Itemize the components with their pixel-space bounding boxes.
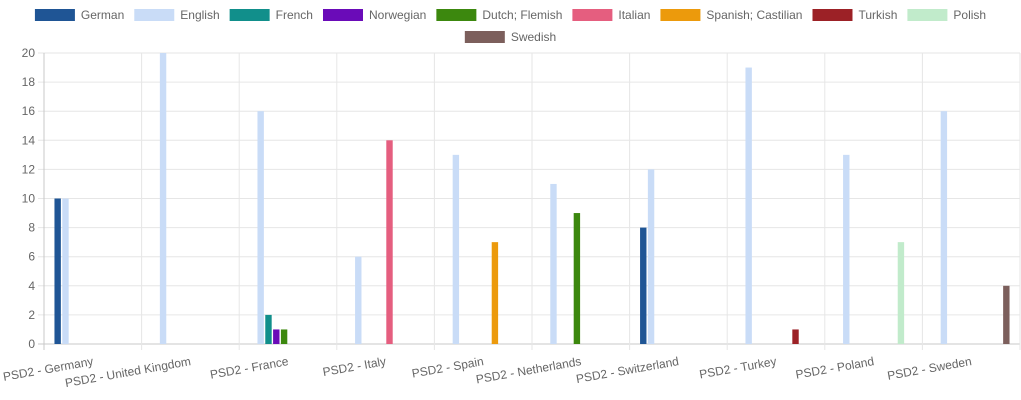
legend-label-french: French — [276, 8, 313, 22]
x-tick-label-psd2-sweden: PSD2 - Sweden — [886, 354, 973, 383]
legend-item-dutch-flemish[interactable]: Dutch; Flemish — [436, 8, 562, 22]
x-tick-label-psd2-poland: PSD2 - Poland — [795, 354, 876, 382]
y-tick-label: 2 — [28, 308, 35, 322]
y-tick-label: 6 — [28, 250, 35, 264]
legend-swatch-norwegian — [322, 9, 363, 21]
y-axis: 0 2 4 6 8 10 12 14 16 18 20 — [22, 46, 36, 351]
y-tick-label: 4 — [28, 279, 35, 293]
y-tick-label: 16 — [22, 104, 36, 118]
legend-swatch-polish — [907, 9, 948, 21]
legend-swatch-english — [134, 9, 175, 21]
legend-item-polish[interactable]: Polish — [907, 8, 986, 22]
legend-item-english[interactable]: English — [134, 8, 220, 22]
x-tick-label-psd2-spain: PSD2 - Spain — [411, 354, 485, 380]
bar-english-psd2-germany[interactable] — [62, 198, 69, 345]
bar-english-psd2-sweden[interactable] — [940, 111, 948, 344]
legend-item-swedish[interactable]: Swedish — [464, 30, 556, 44]
x-tick-label-psd2-france: PSD2 - France — [209, 354, 290, 382]
bar-norwegian-psd2-france[interactable] — [273, 329, 280, 344]
bar-english-psd2-poland[interactable] — [843, 154, 850, 344]
y-tick-label: 18 — [22, 75, 36, 89]
x-tick-label-psd2-switzerland: PSD2 - Switzerland — [575, 354, 680, 386]
y-tick-label: 14 — [22, 133, 36, 147]
bar-english-psd2-turkey[interactable] — [745, 67, 752, 345]
legend-item-italian[interactable]: Italian — [572, 8, 650, 22]
legend-label-spanish-castilian: Spanish; Castilian — [706, 8, 802, 22]
bar-english-psd2-france[interactable] — [257, 111, 264, 344]
legend-item-french[interactable]: French — [229, 8, 313, 22]
bar-italian-psd2-italy[interactable] — [386, 140, 393, 344]
x-tick-label-psd2-netherlands: PSD2 - Netherlands — [475, 354, 583, 386]
x-tick-label-psd2-italy: PSD2 - Italy — [322, 354, 387, 379]
legend-label-swedish: Swedish — [511, 30, 556, 44]
bar-english-psd2-italy[interactable] — [355, 256, 362, 344]
legend-label-english: English — [180, 8, 219, 22]
bar-dutch-flemish-psd2-netherlands[interactable] — [573, 213, 581, 344]
legend-label-dutch-flemish: Dutch; Flemish — [482, 8, 562, 22]
bar-french-psd2-france[interactable] — [265, 314, 272, 344]
y-tick-label: 0 — [28, 337, 35, 351]
legend-swatch-swedish — [464, 31, 505, 43]
chart-bars — [54, 53, 1010, 345]
legend-swatch-dutch-flemish — [436, 9, 477, 21]
legend-label-turkish: Turkish — [858, 8, 897, 22]
legend-item-turkish[interactable]: Turkish — [812, 8, 897, 22]
legend-label-italian: Italian — [618, 8, 650, 22]
chart-gridlines — [38, 52, 1021, 350]
legend-swatch-spanish-castilian — [660, 9, 701, 21]
bar-german-psd2-germany[interactable] — [54, 198, 61, 345]
legend-item-spanish-castilian[interactable]: Spanish; Castilian — [660, 8, 802, 22]
bar-english-psd2-netherlands[interactable] — [550, 183, 557, 344]
bar-english-psd2-switzerland[interactable] — [647, 169, 655, 344]
legend-swatch-french — [229, 9, 270, 21]
legend-label-polish: Polish — [953, 8, 986, 22]
bar-turkish-psd2-turkey[interactable] — [792, 329, 799, 344]
legend-item-norwegian[interactable]: Norwegian — [322, 8, 426, 22]
x-tick-label-psd2-turkey: PSD2 - Turkey — [698, 354, 777, 381]
chart-legend: German English French Norwegian Dutch; Flemi… — [34, 8, 986, 44]
legend-label-norwegian: Norwegian — [369, 8, 426, 22]
legend-item-german[interactable]: German — [34, 8, 124, 22]
bar-spanish-castilian-psd2-spain[interactable] — [491, 242, 499, 344]
legend-label-german: German — [81, 8, 124, 22]
legend-swatch-turkish — [812, 9, 853, 21]
bar-swedish-psd2-sweden[interactable] — [1003, 285, 1010, 344]
bar-english-psd2-spain[interactable] — [452, 154, 460, 344]
bar-polish-psd2-poland[interactable] — [897, 242, 905, 344]
legend-swatch-german — [34, 9, 75, 21]
bar-german-psd2-switzerland[interactable] — [640, 227, 647, 344]
y-tick-label: 20 — [22, 46, 36, 60]
y-tick-label: 10 — [22, 192, 36, 206]
bar-english-psd2-united-kingdom[interactable] — [159, 53, 167, 344]
legend-swatch-italian — [572, 9, 613, 21]
y-tick-label: 8 — [28, 221, 35, 235]
bar-dutch-flemish-psd2-france[interactable] — [280, 329, 288, 344]
y-tick-label: 12 — [22, 162, 36, 176]
